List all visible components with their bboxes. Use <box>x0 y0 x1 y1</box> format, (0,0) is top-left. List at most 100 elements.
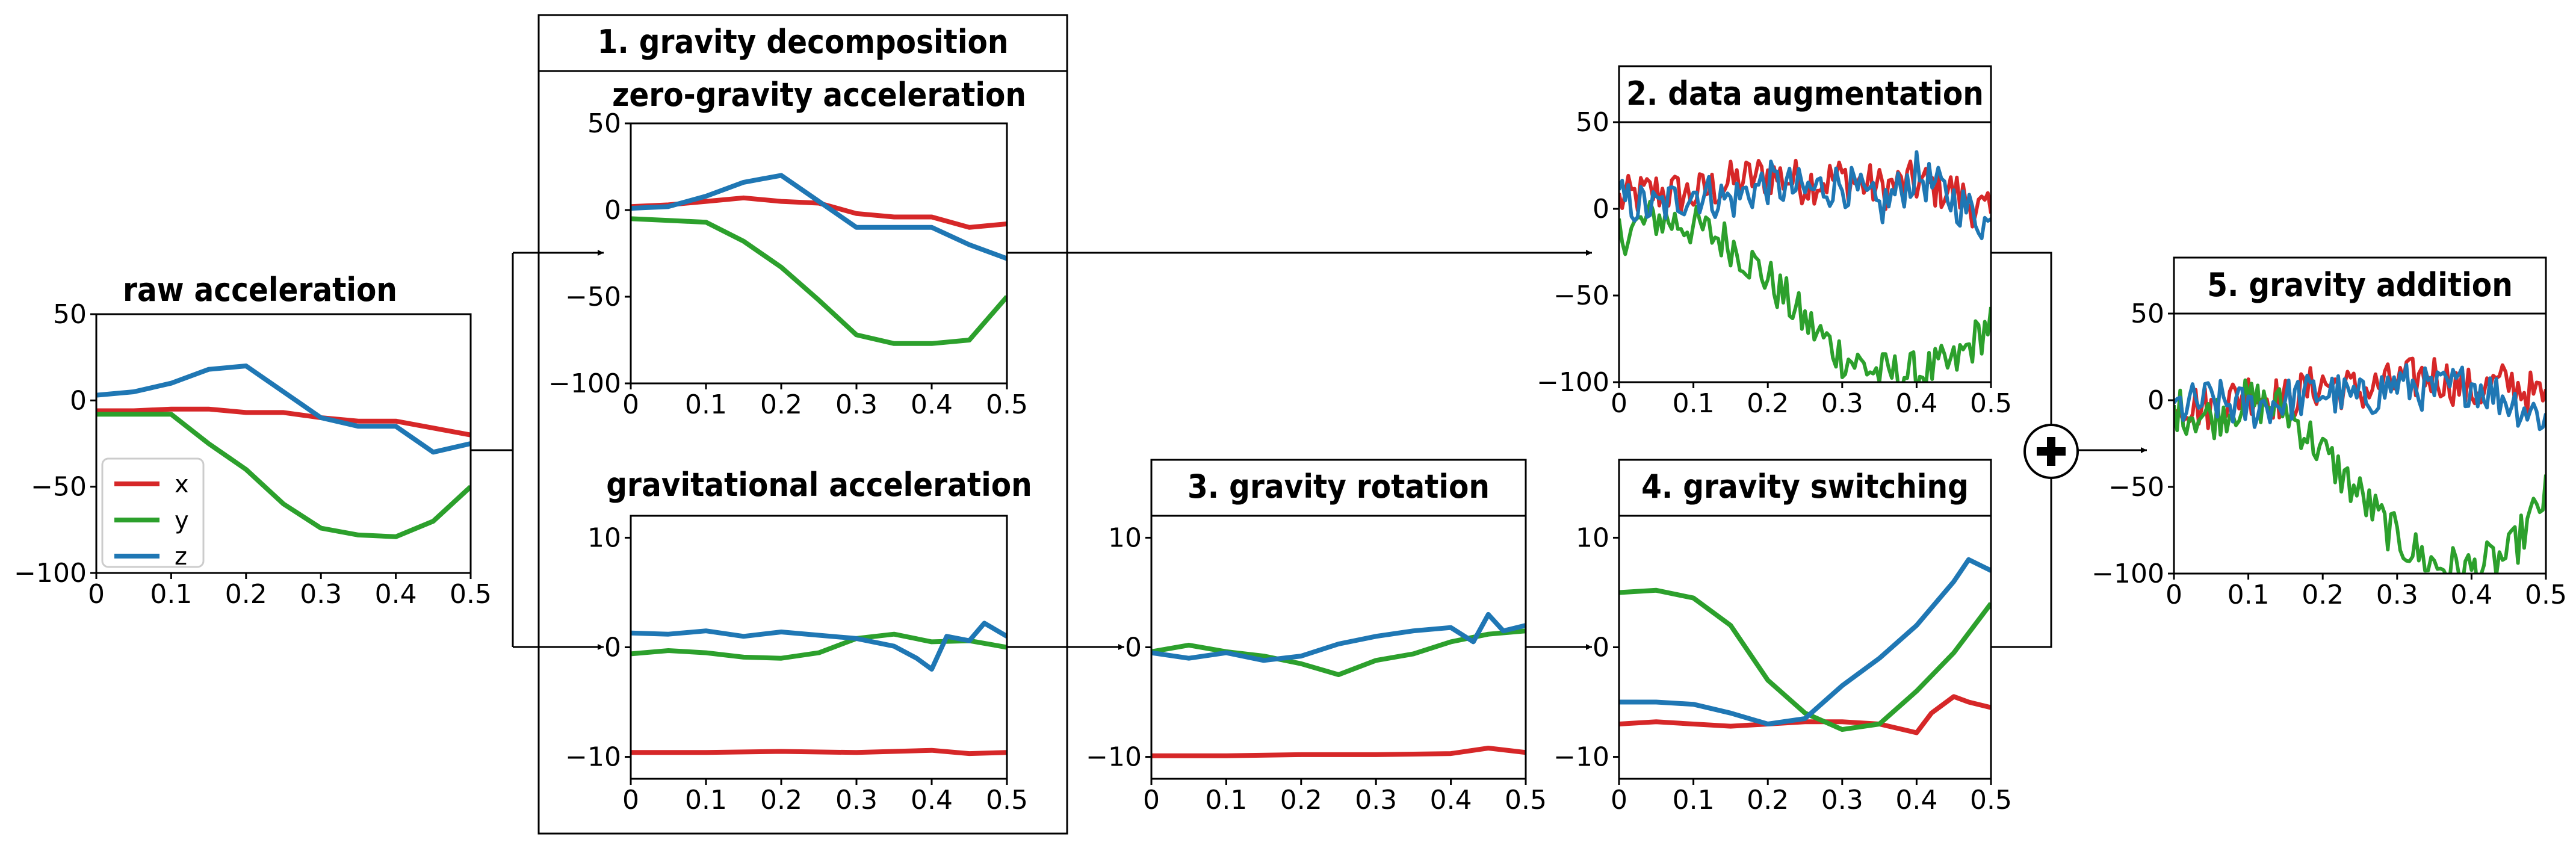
plot-frame <box>630 122 1008 385</box>
x-tick-label: 0.4 <box>1430 785 1472 816</box>
series-line-z <box>631 621 1007 672</box>
x-tick-label: 0 <box>2166 580 2182 610</box>
plot-frame <box>630 515 1008 780</box>
x-tick-label: 0.2 <box>1747 785 1789 816</box>
x-tick-label: 0 <box>1143 785 1160 816</box>
series-line-z <box>1619 557 1991 726</box>
x-tick-label: 0.4 <box>1895 785 1937 816</box>
x-tick-label: 0 <box>622 785 639 816</box>
series-line-y <box>96 412 471 539</box>
x-tick-label: 0.2 <box>1280 785 1322 816</box>
y-tick-label: 50 <box>1576 107 1609 138</box>
y-tick-label: −100 <box>2091 559 2164 589</box>
y-tick-label: −100 <box>14 558 87 589</box>
y-tick-label: 50 <box>2131 299 2164 329</box>
gravity-decomposition-box <box>537 14 1068 835</box>
y-tick-label: 10 <box>1576 522 1609 553</box>
series-line-z <box>2174 363 2546 432</box>
x-tick-label: 0 <box>622 389 639 420</box>
augmentation-to-merge-line <box>1991 252 2052 424</box>
plot-frame <box>2173 312 2547 575</box>
x-tick-label: 0.1 <box>1673 785 1715 816</box>
series-line-x <box>631 748 1007 757</box>
x-tick-label: 0 <box>1611 388 1627 419</box>
y-tick-label: 10 <box>587 522 621 553</box>
x-tick-label: 0.1 <box>685 785 727 816</box>
x-tick-label: 0.3 <box>835 389 878 420</box>
x-tick-label: 0.2 <box>1747 388 1789 419</box>
x-tick-label: 0.3 <box>300 579 342 610</box>
y-tick-label: −10 <box>1086 742 1142 773</box>
series-line-y <box>631 216 1007 346</box>
series-line-z <box>631 173 1007 261</box>
series-line-y <box>2174 378 2546 574</box>
switching-to-merge-line <box>1991 478 2052 648</box>
x-tick-label: 0.1 <box>2228 580 2270 610</box>
gravitational-title: gravitational acceleration <box>606 466 1032 504</box>
x-tick-label: 0.2 <box>225 579 267 610</box>
zero-gravity-title: zero-gravity acceleration <box>612 76 1026 114</box>
x-tick-label: 0.1 <box>685 389 727 420</box>
plot-aug: 0 0.1 0.2 0.3 0.4 0.5 50 0 −50 −100 <box>1537 107 2012 419</box>
rotation-title: 3. gravity rotation <box>1187 468 1490 506</box>
series-line-x <box>1151 746 1526 758</box>
x-tick-label: 0.2 <box>2302 580 2344 610</box>
y-tick-label: −50 <box>565 282 621 312</box>
x-tick-label: 0 <box>1611 785 1627 816</box>
x-tick-label: 0.5 <box>1970 785 2012 816</box>
y-tick-label: 0 <box>604 633 621 663</box>
y-tick-label: 0 <box>604 195 621 226</box>
plot-frame <box>95 313 472 574</box>
gravity-decomposition-title: 1. gravity decomposition <box>598 23 1009 61</box>
y-tick-label: −50 <box>1553 280 1609 311</box>
x-tick-label: 0.4 <box>2450 580 2492 610</box>
y-tick-label: 0 <box>1593 633 1609 663</box>
flow-connectors <box>471 250 2147 650</box>
legend-label-y: y <box>175 507 189 534</box>
y-tick-label: −100 <box>1537 367 1609 398</box>
series-line-y <box>1619 199 1991 382</box>
series-line-x <box>96 406 471 438</box>
legend-label-z: z <box>175 543 187 571</box>
x-tick-label: 0.5 <box>1505 785 1547 816</box>
x-tick-label: 0.4 <box>1895 388 1937 419</box>
y-tick-label: −10 <box>1553 742 1609 773</box>
x-tick-label: 0.3 <box>835 785 878 816</box>
x-tick-label: 0.4 <box>911 389 953 420</box>
y-tick-label: 50 <box>53 299 87 330</box>
plot-frame <box>1618 515 1992 780</box>
y-tick-label: −50 <box>2108 472 2164 503</box>
series-line-z <box>1151 611 1526 663</box>
x-tick-label: 0.3 <box>2376 580 2418 610</box>
series-line-x <box>1619 694 1991 735</box>
plus-icon <box>2037 437 2066 466</box>
series-line-z <box>96 364 471 455</box>
plot-zero_g: 0 0.1 0.2 0.3 0.4 0.5 50 0 −50 −100 <box>548 108 1028 420</box>
raw-acceleration-title: raw acceleration <box>123 271 397 309</box>
y-tick-label: 0 <box>1125 633 1142 663</box>
x-tick-label: 0.5 <box>1970 388 2012 419</box>
x-tick-label: 0.5 <box>986 785 1028 816</box>
x-tick-label: 0.2 <box>760 785 802 816</box>
x-tick-label: 0.1 <box>150 579 192 610</box>
plot-add: 0 0.1 0.2 0.3 0.4 0.5 50 0 −50 −100 <box>2091 299 2567 610</box>
plot-frame <box>1618 121 1992 383</box>
y-tick-label: 0 <box>2147 385 2164 416</box>
series-line-y <box>1151 628 1526 677</box>
augmentation-title: 2. data augmentation <box>1626 75 1984 113</box>
y-tick-label: −100 <box>548 368 621 399</box>
series-line-z <box>1619 150 1991 241</box>
x-tick-label: 0.5 <box>450 579 492 610</box>
x-tick-label: 0.3 <box>1821 785 1863 816</box>
y-tick-label: 50 <box>587 108 621 139</box>
x-tick-label: 0.1 <box>1673 388 1715 419</box>
x-tick-label: 0.4 <box>911 785 953 816</box>
x-tick-label: 0.2 <box>760 389 802 420</box>
x-tick-label: 0.3 <box>1355 785 1397 816</box>
x-tick-label: 0.5 <box>986 389 1028 420</box>
